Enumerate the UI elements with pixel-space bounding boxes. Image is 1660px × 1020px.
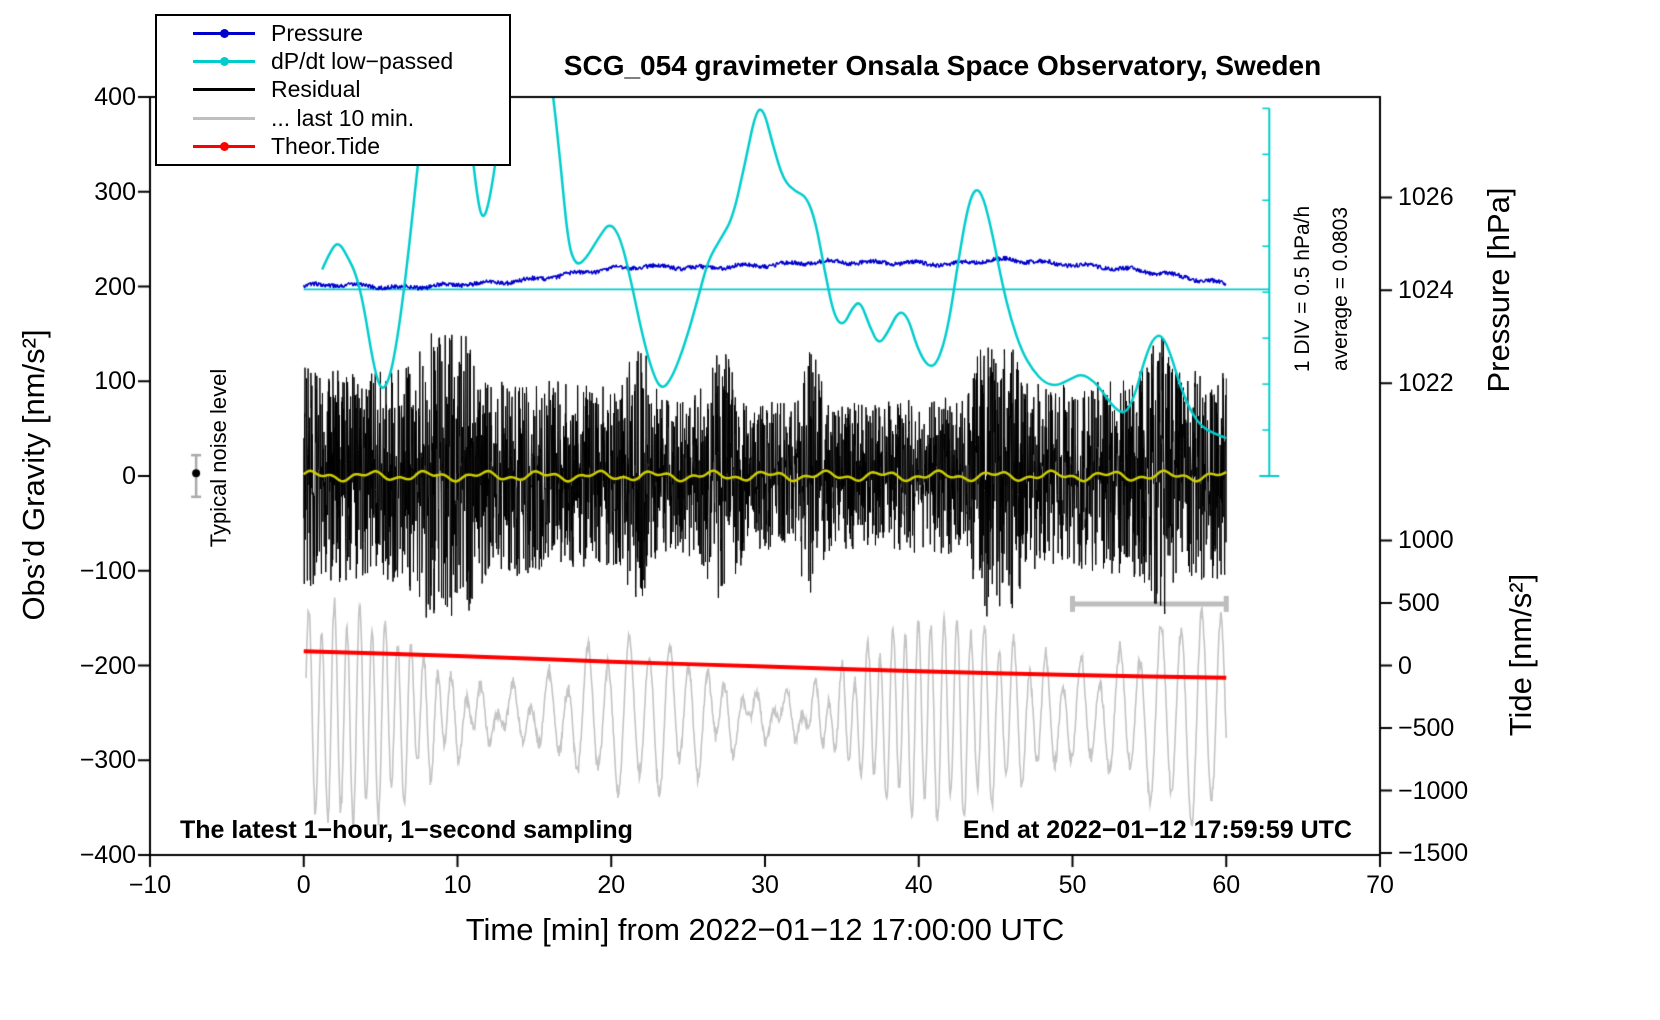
- y-tick-label-gravity: 200: [94, 272, 136, 301]
- annotation-average: average = 0.0803: [1329, 206, 1352, 372]
- y-tick-label-tide: 1000: [1398, 526, 1454, 555]
- x-tick-label: 40: [904, 871, 933, 899]
- x-tick-label: −10: [128, 871, 172, 899]
- chart-title: SCG_054 gravimeter Onsala Space Observat…: [563, 50, 1322, 81]
- dpdt-line-swatch: [193, 49, 255, 75]
- y-tick-label-gravity: −400: [79, 841, 136, 869]
- legend-label-residual: Residual: [271, 76, 361, 103]
- y-tick-label-tide: −1000: [1398, 776, 1469, 805]
- x-tick-label: 0: [296, 871, 311, 899]
- x-axis-title: Time [min] from 2022−01−12 17:00:00 UTC: [465, 912, 1065, 947]
- annotation-end-time: End at 2022−01−12 17:59:59 UTC: [962, 816, 1352, 844]
- x-tick-label: 30: [751, 871, 779, 899]
- legend-label-last10min: ... last 10 min.: [271, 104, 415, 131]
- last10min-line-swatch: [193, 105, 255, 131]
- y-tick-label-pressure: 1026: [1398, 183, 1454, 212]
- y-tick-label-pressure: 1024: [1398, 276, 1454, 305]
- legend-item-dpdt: dP/dt low−passed: [157, 48, 509, 76]
- y-tick-label-gravity: 100: [94, 367, 136, 396]
- y-tick-label-tide: 500: [1398, 588, 1440, 617]
- y-axis-title-tide: Tide [nm/s²]: [1503, 573, 1538, 737]
- legend-label-dpdt: dP/dt low−passed: [271, 48, 454, 75]
- y-tick-label-gravity: 300: [94, 177, 136, 206]
- annotation-noise-level: Typical noise level: [206, 368, 231, 548]
- y-tick-label-gravity: −200: [79, 651, 136, 680]
- legend: Pressure dP/dt low−passed Residual ... l…: [155, 14, 511, 166]
- y-tick-label-tide: 0: [1398, 651, 1412, 680]
- y-tick-label-tide: −1500: [1398, 839, 1469, 868]
- y-tick-label-tide: −500: [1398, 714, 1455, 743]
- x-tick-label: 50: [1058, 871, 1087, 899]
- y-tick-label-gravity: 400: [94, 83, 136, 111]
- x-tick-label: 20: [597, 871, 626, 899]
- legend-label-theor-tide: Theor.Tide: [271, 133, 381, 160]
- x-tick-label: 10: [443, 871, 472, 899]
- legend-label-pressure: Pressure: [271, 19, 364, 46]
- y-tick-label-gravity: −300: [79, 746, 136, 775]
- y-tick-label-pressure: 1022: [1398, 369, 1454, 398]
- legend-item-last10min: ... last 10 min.: [157, 104, 509, 132]
- x-tick-label: 70: [1366, 871, 1394, 899]
- y-tick-label-gravity: 0: [122, 462, 136, 490]
- legend-item-theor-tide: Theor.Tide: [157, 133, 509, 161]
- residual-line-swatch: [193, 77, 255, 103]
- theor-tide-line-swatch: [193, 134, 255, 160]
- legend-item-residual: Residual: [157, 76, 509, 104]
- x-tick-label: 60: [1212, 871, 1241, 899]
- pressure-line-swatch: [193, 20, 255, 46]
- annotation-sampling: The latest 1−hour, 1−second sampling: [180, 816, 633, 844]
- y-tick-label-gravity: −100: [79, 556, 136, 585]
- annotation-div-scale: 1 DIV = 0.5 hPa/h: [1291, 205, 1314, 373]
- legend-item-pressure: Pressure: [157, 19, 509, 47]
